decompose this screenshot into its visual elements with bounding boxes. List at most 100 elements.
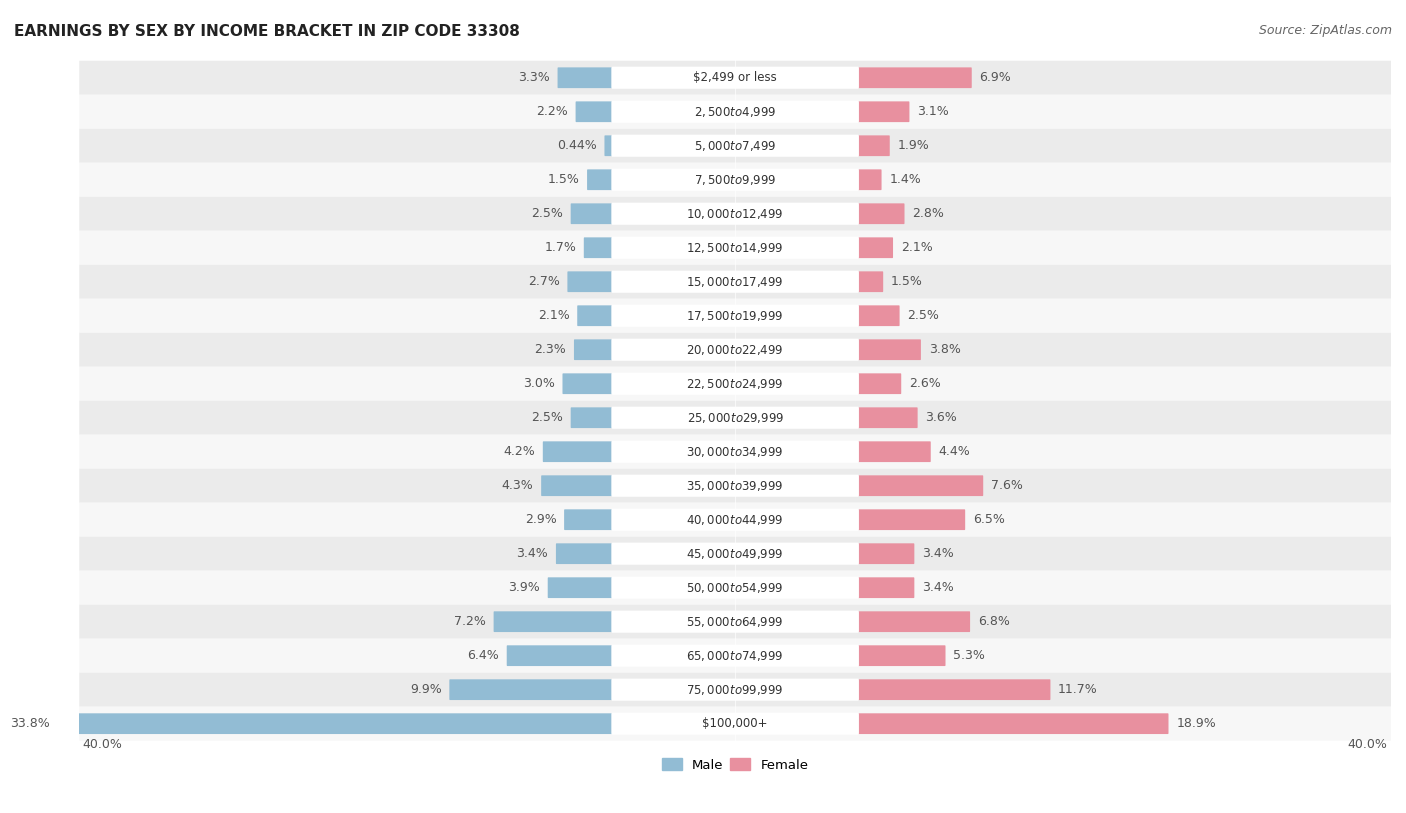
FancyBboxPatch shape [858,203,904,224]
Text: $30,000 to $34,999: $30,000 to $34,999 [686,445,785,459]
Text: 2.9%: 2.9% [524,513,557,526]
FancyBboxPatch shape [858,577,914,598]
Text: 4.2%: 4.2% [503,446,536,459]
Text: 3.1%: 3.1% [917,105,949,118]
FancyBboxPatch shape [612,202,859,224]
Text: Source: ZipAtlas.com: Source: ZipAtlas.com [1258,24,1392,37]
FancyBboxPatch shape [79,61,1391,95]
Text: $20,000 to $22,499: $20,000 to $22,499 [686,343,785,357]
FancyBboxPatch shape [79,639,1391,672]
FancyBboxPatch shape [612,237,859,259]
FancyBboxPatch shape [58,713,613,734]
FancyBboxPatch shape [858,476,983,496]
Text: $7,500 to $9,999: $7,500 to $9,999 [695,172,776,187]
Text: 6.5%: 6.5% [973,513,1005,526]
FancyBboxPatch shape [79,537,1391,571]
Text: 3.3%: 3.3% [517,72,550,85]
Text: 2.7%: 2.7% [527,276,560,289]
FancyBboxPatch shape [612,67,859,89]
Text: 7.6%: 7.6% [991,479,1022,492]
FancyBboxPatch shape [612,542,859,565]
FancyBboxPatch shape [612,101,859,123]
Text: 6.9%: 6.9% [980,72,1011,85]
Text: 3.4%: 3.4% [922,547,953,560]
FancyBboxPatch shape [571,407,613,428]
Text: $17,500 to $19,999: $17,500 to $19,999 [686,309,785,323]
FancyBboxPatch shape [588,169,613,190]
FancyBboxPatch shape [858,441,931,462]
Text: $15,000 to $17,499: $15,000 to $17,499 [686,275,785,289]
Text: 2.2%: 2.2% [536,105,568,118]
Text: 2.5%: 2.5% [531,207,562,220]
FancyBboxPatch shape [858,237,893,258]
FancyBboxPatch shape [858,713,1168,734]
Text: 0.44%: 0.44% [557,139,596,152]
FancyBboxPatch shape [79,706,1391,741]
FancyBboxPatch shape [574,339,613,360]
FancyBboxPatch shape [612,679,859,701]
FancyBboxPatch shape [541,476,613,496]
Text: 5.3%: 5.3% [953,650,986,662]
Text: $2,499 or less: $2,499 or less [693,72,778,85]
Text: 2.8%: 2.8% [912,207,943,220]
FancyBboxPatch shape [858,373,901,394]
Text: $25,000 to $29,999: $25,000 to $29,999 [686,411,783,424]
FancyBboxPatch shape [612,475,859,497]
Text: $12,500 to $14,999: $12,500 to $14,999 [686,241,785,254]
FancyBboxPatch shape [555,543,613,564]
FancyBboxPatch shape [543,441,613,462]
Text: 3.9%: 3.9% [508,581,540,594]
Text: $100,000+: $100,000+ [703,717,768,730]
FancyBboxPatch shape [571,203,613,224]
FancyBboxPatch shape [575,102,613,122]
Text: 4.3%: 4.3% [502,479,533,492]
FancyBboxPatch shape [564,509,613,530]
FancyBboxPatch shape [548,577,613,598]
Text: 40.0%: 40.0% [83,738,122,751]
FancyBboxPatch shape [612,372,859,395]
FancyBboxPatch shape [605,136,613,156]
FancyBboxPatch shape [79,298,1391,333]
FancyBboxPatch shape [79,333,1391,367]
FancyBboxPatch shape [612,406,859,428]
Text: 2.1%: 2.1% [537,309,569,322]
FancyBboxPatch shape [858,306,900,326]
FancyBboxPatch shape [612,339,859,361]
FancyBboxPatch shape [558,67,613,88]
FancyBboxPatch shape [858,407,918,428]
Text: 3.0%: 3.0% [523,377,555,390]
FancyBboxPatch shape [612,645,859,667]
FancyBboxPatch shape [612,576,859,598]
Text: 1.4%: 1.4% [889,173,921,186]
Text: 18.9%: 18.9% [1177,717,1216,730]
Text: 3.8%: 3.8% [928,343,960,356]
Legend: Male, Female: Male, Female [657,753,814,777]
FancyBboxPatch shape [858,102,910,122]
FancyBboxPatch shape [450,680,613,700]
FancyBboxPatch shape [858,136,890,156]
FancyBboxPatch shape [79,435,1391,469]
FancyBboxPatch shape [506,646,613,666]
FancyBboxPatch shape [612,611,859,633]
FancyBboxPatch shape [583,237,613,258]
Text: $65,000 to $74,999: $65,000 to $74,999 [686,649,785,663]
FancyBboxPatch shape [858,339,921,360]
Text: $35,000 to $39,999: $35,000 to $39,999 [686,479,785,493]
FancyBboxPatch shape [79,128,1391,163]
FancyBboxPatch shape [858,509,965,530]
FancyBboxPatch shape [79,367,1391,401]
Text: $50,000 to $54,999: $50,000 to $54,999 [686,580,785,594]
Text: 3.4%: 3.4% [922,581,953,594]
Text: $10,000 to $12,499: $10,000 to $12,499 [686,207,785,221]
Text: $5,000 to $7,499: $5,000 to $7,499 [695,139,776,153]
Text: $55,000 to $64,999: $55,000 to $64,999 [686,615,785,628]
Text: 2.5%: 2.5% [531,411,562,424]
Text: EARNINGS BY SEX BY INCOME BRACKET IN ZIP CODE 33308: EARNINGS BY SEX BY INCOME BRACKET IN ZIP… [14,24,520,39]
Text: 1.5%: 1.5% [547,173,579,186]
Text: 9.9%: 9.9% [411,683,441,696]
Text: 1.9%: 1.9% [897,139,929,152]
FancyBboxPatch shape [578,306,613,326]
Text: $22,500 to $24,999: $22,500 to $24,999 [686,376,785,391]
FancyBboxPatch shape [568,272,613,292]
Text: 2.1%: 2.1% [901,241,932,254]
